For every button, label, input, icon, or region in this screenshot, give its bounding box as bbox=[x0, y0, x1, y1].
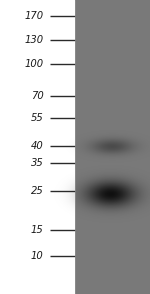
Text: 10: 10 bbox=[31, 251, 43, 261]
Text: 130: 130 bbox=[24, 35, 44, 45]
Text: 40: 40 bbox=[31, 141, 43, 151]
Text: 15: 15 bbox=[31, 225, 43, 235]
Text: 35: 35 bbox=[31, 158, 43, 168]
Text: 70: 70 bbox=[31, 91, 43, 101]
Text: 170: 170 bbox=[24, 11, 44, 21]
Text: 55: 55 bbox=[31, 113, 43, 123]
Text: 25: 25 bbox=[31, 186, 43, 196]
Text: 100: 100 bbox=[24, 59, 44, 69]
